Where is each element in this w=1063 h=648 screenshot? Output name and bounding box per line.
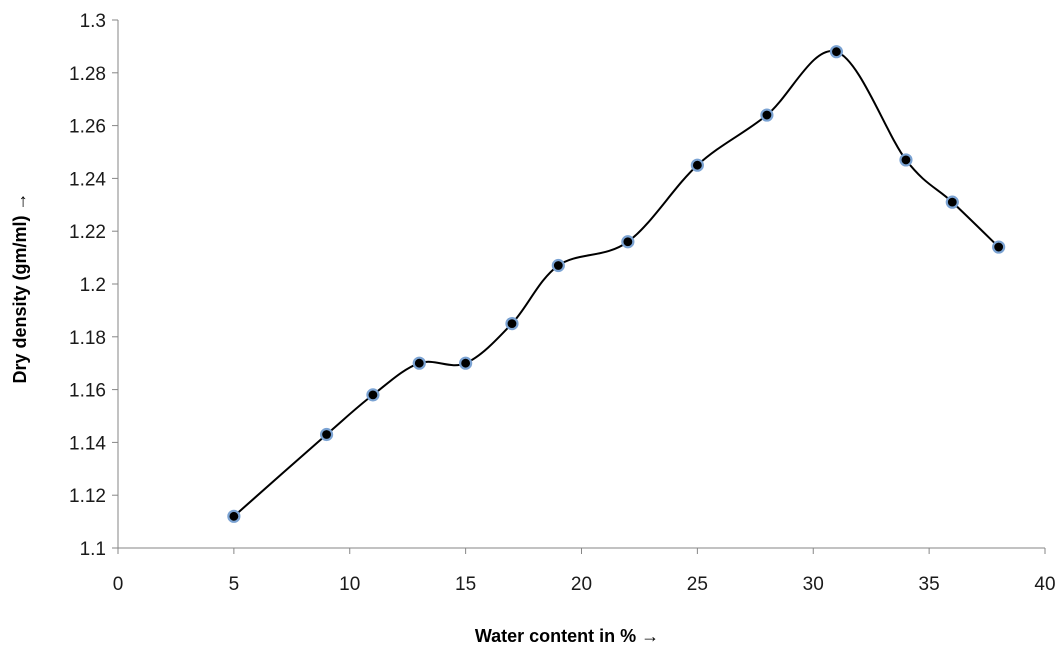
data-point [829,45,844,59]
data-point [505,317,519,331]
series-line [233,50,1000,518]
data-point [992,240,1006,254]
data-point [551,258,565,273]
y-tick-label: 1.2 [80,275,106,296]
y-tick-label: 1.16 [69,381,106,402]
x-tick-label: 35 [919,574,940,595]
data-point [319,427,334,442]
data-point [366,388,380,402]
y-tick-label: 1.26 [69,117,106,138]
x-tick-label: 30 [803,574,824,595]
y-tick-label: 1.1 [80,539,106,560]
x-tick-label: 25 [687,574,708,595]
y-tick-label: 1.28 [69,64,106,85]
data-point [760,108,774,122]
data-point [621,235,635,249]
data-point [690,158,704,172]
data-points [227,45,1006,523]
x-tick-label: 15 [455,574,476,595]
x-tick-label: 40 [1034,574,1055,595]
data-point [227,509,241,523]
data-point [412,356,426,370]
chart-ticks: 1.1 1.12 1.14 1.16 1.18 1.2 1.22 1.24 1.26 1.28 1.… [69,11,1056,595]
x-tick-label: 10 [339,574,360,595]
y-tick-label: 1.3 [80,11,106,32]
chart-axes [117,20,1045,549]
data-point [459,356,473,370]
y-tick-label: 1.18 [69,328,106,349]
y-tick-label: 1.22 [69,222,106,243]
y-tick-label: 1.12 [69,486,106,507]
data-point [945,195,959,209]
x-tick-label: 5 [229,574,240,595]
y-axis-title: Dry density (gm/ml) → [10,192,30,383]
series-line-layer [233,50,1000,518]
y-tick-label: 1.24 [69,169,106,190]
x-tick-label: 0 [113,574,124,595]
y-tick-label: 1.14 [69,433,106,454]
data-point [899,153,913,167]
x-tick-label: 20 [571,574,592,595]
x-axis-title: Water content in % → [475,626,659,646]
